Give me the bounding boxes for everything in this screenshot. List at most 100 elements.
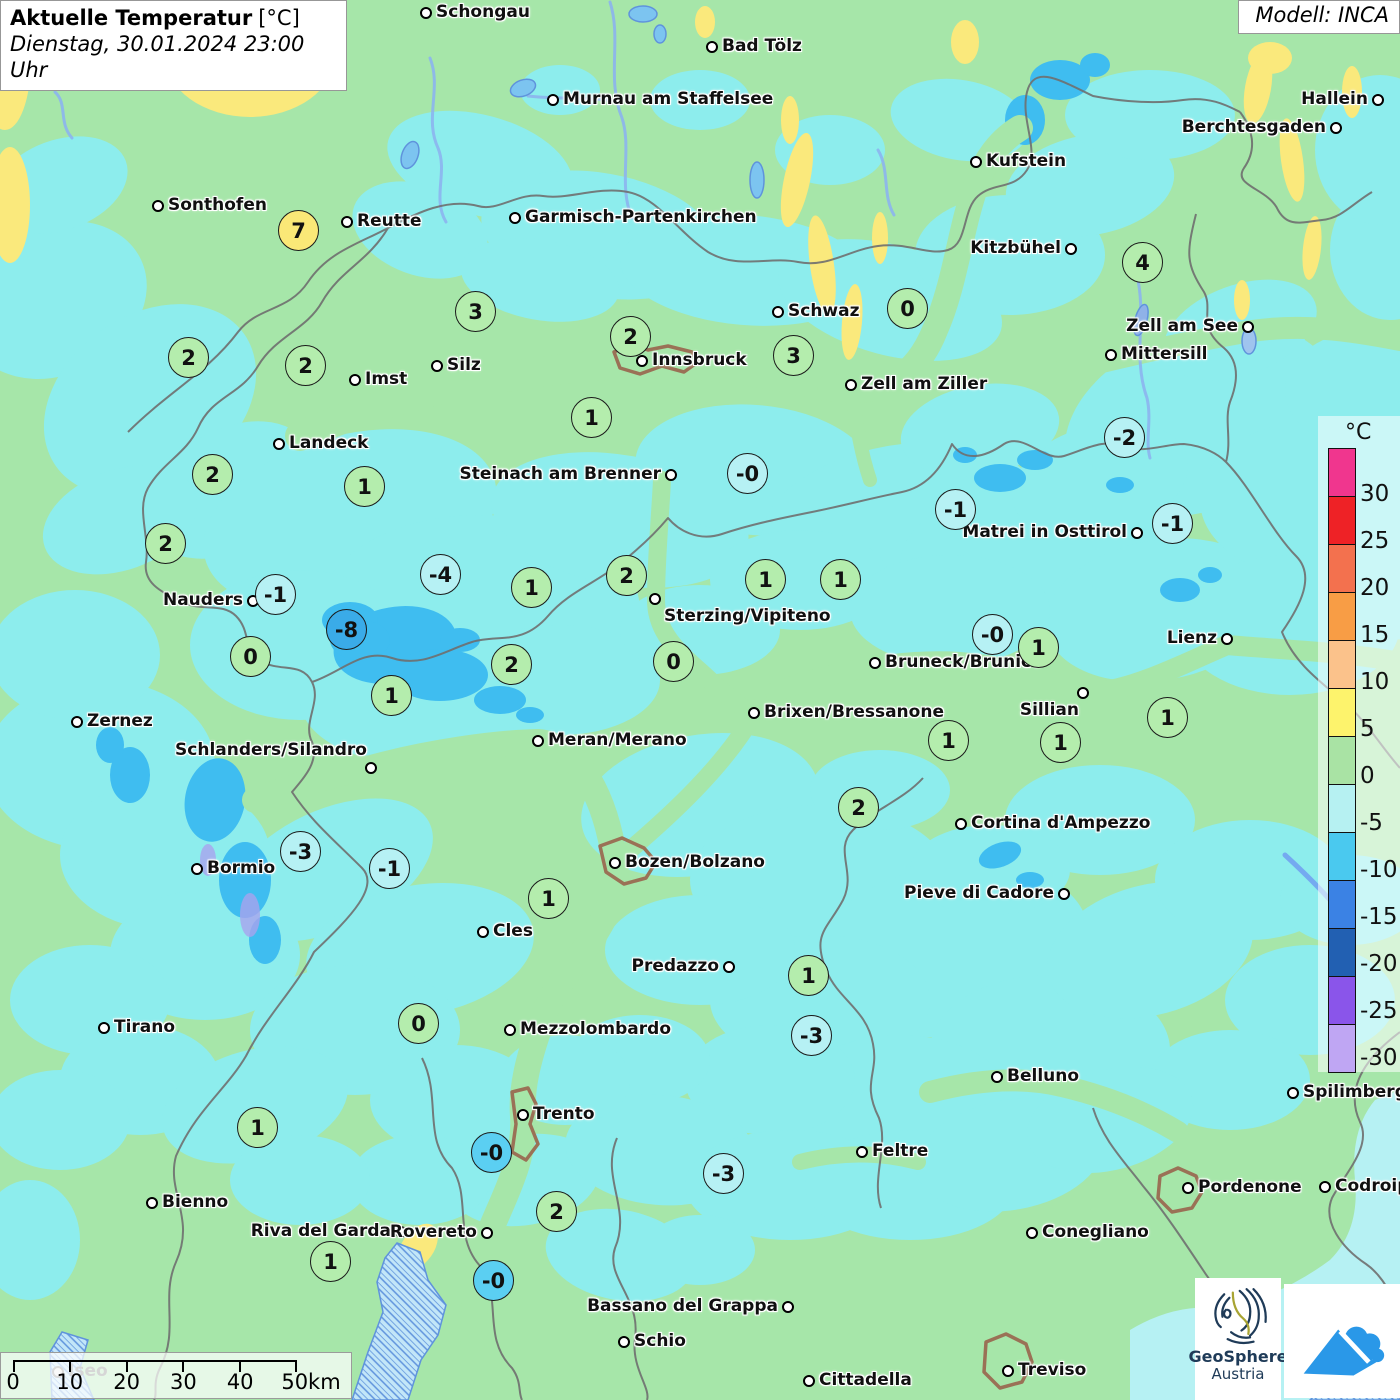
- station-marker-icon: [868, 656, 881, 669]
- legend-tick-label: -30: [1360, 1045, 1398, 1071]
- scale-bar: 0 10 20 30 40 50km: [0, 1352, 352, 1399]
- station-marker-icon: [145, 1196, 158, 1209]
- station-label: Treviso: [1018, 1360, 1087, 1380]
- scale-bar-label: 40: [226, 1370, 254, 1394]
- legend-swatch: [1329, 497, 1355, 545]
- station-label: Spilimbergo: [1303, 1082, 1400, 1102]
- temp-badge: 2: [491, 644, 532, 685]
- temp-badge: 1: [528, 878, 569, 919]
- legend-tick-label: 25: [1360, 528, 1390, 554]
- station-label: Sillian: [1019, 700, 1079, 720]
- station-marker-icon: [705, 40, 718, 53]
- temp-badge: -0: [727, 453, 768, 494]
- temp-badge: 2: [606, 555, 647, 596]
- station-marker-icon: [508, 211, 521, 224]
- legend-tick-label: -20: [1360, 951, 1398, 977]
- station-marker-icon: [531, 734, 544, 747]
- station-marker-icon: [1181, 1181, 1194, 1194]
- temp-badge: 0: [398, 1003, 439, 1044]
- legend-swatch: [1329, 1025, 1355, 1072]
- station-label: Lienz: [1166, 628, 1217, 648]
- station-label: Berchtesgaden: [1181, 117, 1326, 137]
- temp-badge: 1: [1147, 697, 1188, 738]
- station-marker-icon: [1064, 242, 1077, 255]
- station-label: Zell am Ziller: [861, 374, 988, 394]
- station-marker-icon: [546, 93, 559, 106]
- station-marker-icon: [1220, 632, 1233, 645]
- station-marker-icon: [1241, 320, 1254, 333]
- temp-badge: -8: [326, 609, 367, 650]
- legend-tick-label: 5: [1360, 716, 1375, 742]
- station-label: Sonthofen: [168, 195, 267, 215]
- temp-badge: -3: [791, 1015, 832, 1056]
- temp-badge: 2: [192, 454, 233, 495]
- mountain-cloud-emblem: [1284, 1284, 1400, 1398]
- station-label: Mittersill: [1121, 344, 1208, 364]
- legend-swatch: [1329, 785, 1355, 833]
- legend-tick-label: 30: [1360, 481, 1390, 507]
- map-title-box: Aktuelle Temperatur [°C] Dienstag, 30.01.…: [0, 0, 347, 91]
- station-label: Imst: [365, 369, 408, 389]
- legend-color-bar: [1328, 448, 1356, 1073]
- station-label: Kufstein: [986, 151, 1067, 171]
- station-marker-icon: [802, 1374, 815, 1387]
- station-marker-icon: [348, 373, 361, 386]
- station-marker-icon: [1318, 1180, 1331, 1193]
- logo-country-text: Austria: [1211, 1365, 1265, 1383]
- temp-badge: 1: [1040, 722, 1081, 763]
- temp-badge: -1: [255, 574, 296, 615]
- station-label: Bozen/Bolzano: [625, 852, 765, 872]
- station-label: Meran/Merano: [548, 730, 687, 750]
- map-title-text: Aktuelle Temperatur: [10, 6, 253, 30]
- mountain-cloud-icon: [1303, 1326, 1385, 1376]
- station-marker-icon: [190, 862, 203, 875]
- station-label: Bienno: [162, 1192, 229, 1212]
- station-label: Matrei in Osttirol: [962, 522, 1127, 542]
- station-label: Riva del Garda: [250, 1221, 391, 1241]
- station-label: Schio: [634, 1331, 686, 1351]
- legend-tick-label: 15: [1360, 622, 1390, 648]
- legend-swatch: [1329, 641, 1355, 689]
- station-marker-icon: [516, 1108, 529, 1121]
- station-marker-icon: [1286, 1086, 1299, 1099]
- station-marker-icon: [503, 1023, 516, 1036]
- station-marker-icon: [648, 592, 661, 605]
- temp-badge: -3: [280, 831, 321, 872]
- legend-tick-label: 0: [1360, 763, 1375, 789]
- legend-swatch: [1329, 977, 1355, 1025]
- legend-tick-label: 10: [1360, 669, 1390, 695]
- temperature-legend: °C 30 25 20 15 10 5 0 -5 -10 -15 -20 -25 -30: [1318, 416, 1400, 1073]
- temp-badge: -0: [972, 614, 1013, 655]
- station-label: Innsbruck: [652, 350, 747, 370]
- station-label: Garmisch-Partenkirchen: [525, 207, 757, 227]
- station-label: Conegliano: [1042, 1222, 1149, 1242]
- temp-badge: 2: [838, 787, 879, 828]
- temp-badge: 2: [536, 1191, 577, 1232]
- station-marker-icon: [855, 1145, 868, 1158]
- station-label: Pieve di Cadore: [904, 883, 1054, 903]
- scale-bar-label: 30: [170, 1370, 197, 1394]
- model-label: Modell: INCA: [1238, 0, 1400, 34]
- temp-badge: 4: [1122, 242, 1163, 283]
- station-marker-icon: [1371, 93, 1384, 106]
- station-marker-icon: [608, 856, 621, 869]
- station-label: Cles: [493, 921, 533, 941]
- station-marker-icon: [617, 1335, 630, 1348]
- station-label: Murnau am Staffelsee: [563, 89, 774, 109]
- station-label: Silz: [447, 355, 481, 375]
- scale-bar-label: 0: [6, 1370, 20, 1394]
- temp-badge: 0: [230, 636, 271, 677]
- map-title: Aktuelle Temperatur [°C]: [10, 5, 337, 31]
- station-marker-icon: [1025, 1226, 1038, 1239]
- station-label: Predazzo: [631, 956, 719, 976]
- station-label: Nauders: [162, 590, 243, 610]
- station-label: Kitzbühel: [970, 238, 1061, 258]
- legend-swatch: [1329, 929, 1355, 977]
- station-marker-icon: [1057, 887, 1070, 900]
- station-label: Bormio: [207, 858, 276, 878]
- station-marker-icon: [476, 925, 489, 938]
- temp-badge: 2: [168, 337, 209, 378]
- temp-badge: 0: [653, 641, 694, 682]
- legend-unit-label: °C: [1345, 420, 1372, 445]
- station-label: Schlanders/Silandro: [175, 740, 367, 760]
